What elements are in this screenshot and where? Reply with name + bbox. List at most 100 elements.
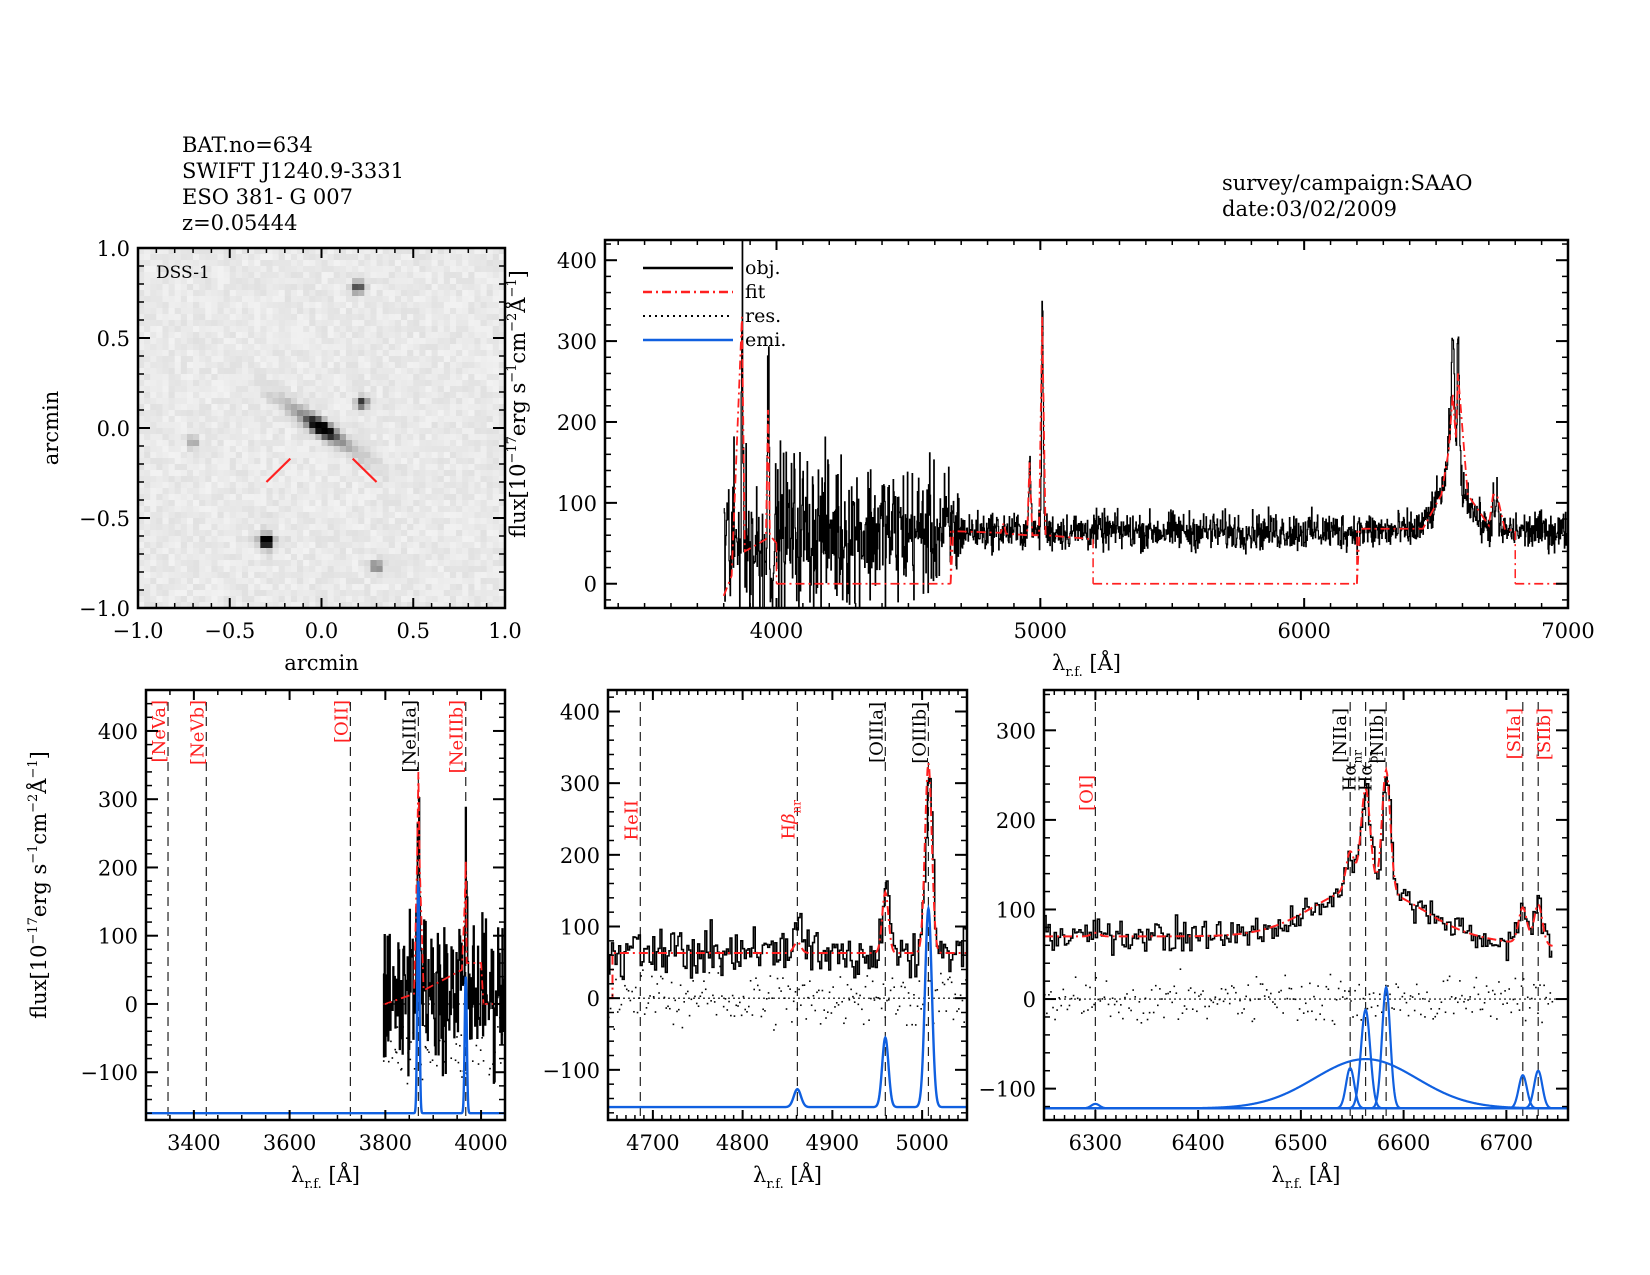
image-pixel (486, 356, 494, 363)
image-pixel (486, 302, 494, 309)
image-pixel (266, 296, 274, 303)
image-pixel (199, 434, 206, 441)
image-pixel (498, 380, 506, 387)
image-pixel (370, 548, 378, 555)
image-pixel (486, 374, 494, 381)
image-pixel (358, 434, 365, 441)
image-pixel (266, 464, 274, 471)
image-pixel (382, 398, 390, 405)
image-pixel (364, 494, 372, 501)
image-pixel (266, 530, 274, 537)
image-pixel (468, 470, 476, 477)
image-pixel (290, 314, 298, 321)
image-pixel (492, 326, 500, 333)
image-pixel (223, 404, 231, 411)
image-pixel (327, 260, 335, 267)
image-pixel (309, 500, 316, 507)
image-pixel (456, 416, 463, 423)
residual-point (613, 1028, 615, 1031)
image-pixel (474, 464, 482, 471)
image-pixel (205, 344, 212, 351)
residual-point (828, 991, 831, 994)
image-pixel (358, 602, 365, 609)
image-pixel (217, 584, 225, 591)
image-pixel (248, 392, 255, 399)
image-pixel (186, 338, 194, 345)
image-pixel (431, 428, 439, 435)
image-pixel (290, 332, 298, 339)
image-pixel (144, 596, 151, 603)
image-pixel (193, 488, 200, 495)
image-pixel (211, 482, 219, 489)
image-pixel (443, 512, 451, 519)
image-pixel (492, 536, 500, 543)
image-pixel (321, 308, 329, 315)
image-pixel (217, 386, 225, 393)
image-pixel (413, 554, 420, 561)
image-pixel (333, 410, 341, 417)
image-pixel (364, 272, 372, 279)
image-pixel (186, 314, 194, 321)
image-pixel (303, 536, 310, 543)
image-pixel (211, 512, 219, 519)
obj-spectrum (608, 777, 967, 981)
image-pixel (150, 410, 157, 417)
image-pixel (156, 542, 164, 549)
image-pixel (150, 320, 157, 327)
image-pixel (431, 338, 439, 345)
image-pixel (241, 386, 249, 393)
image-pixel (248, 254, 255, 261)
image-pixel (180, 356, 188, 363)
image-pixel (138, 248, 145, 255)
image-pixel (162, 602, 170, 609)
image-pixel (199, 368, 206, 375)
image-pixel (223, 308, 231, 315)
image-pixel (407, 398, 414, 405)
image-pixel (339, 536, 347, 543)
image-pixel (217, 296, 225, 303)
image-pixel (309, 380, 316, 387)
image-pixel (272, 434, 280, 441)
image-pixel (174, 536, 182, 543)
image-pixel (266, 362, 274, 369)
residual-point (796, 1008, 799, 1010)
image-pixel (272, 524, 280, 531)
image-pixel (480, 386, 488, 393)
image-pixel (321, 404, 329, 411)
image-pixel (223, 572, 231, 579)
image-pixel (199, 506, 206, 513)
image-pixel (352, 368, 359, 375)
image-pixel (321, 560, 329, 567)
image-pixel (468, 320, 476, 327)
image-pixel (413, 572, 420, 579)
residual-point (1459, 980, 1461, 982)
image-pixel (394, 320, 402, 327)
image-pixel (486, 350, 494, 357)
image-pixel (217, 380, 225, 387)
image-pixel (241, 374, 249, 381)
image-pixel (358, 572, 365, 579)
image-pixel (358, 410, 365, 417)
image-pixel (321, 512, 329, 519)
image-pixel (144, 578, 151, 585)
image-pixel (284, 386, 292, 393)
residual-point (882, 983, 885, 985)
image-pixel (376, 446, 384, 453)
image-pixel (437, 506, 445, 513)
residual-point (880, 1007, 883, 1010)
image-pixel (290, 500, 298, 507)
image-pixel (186, 458, 194, 465)
image-pixel (205, 602, 212, 609)
image-pixel (425, 578, 433, 585)
image-pixel (156, 440, 164, 447)
image-pixel (205, 386, 212, 393)
image-pixel (401, 482, 408, 489)
image-pixel (462, 398, 469, 405)
image-pixel (284, 254, 292, 261)
image-pixel (248, 548, 255, 555)
image-pixel (162, 596, 170, 603)
image-pixel (468, 416, 476, 423)
residual-point (1323, 1018, 1326, 1021)
residual-point (765, 998, 768, 1000)
image-pixel (217, 266, 225, 273)
